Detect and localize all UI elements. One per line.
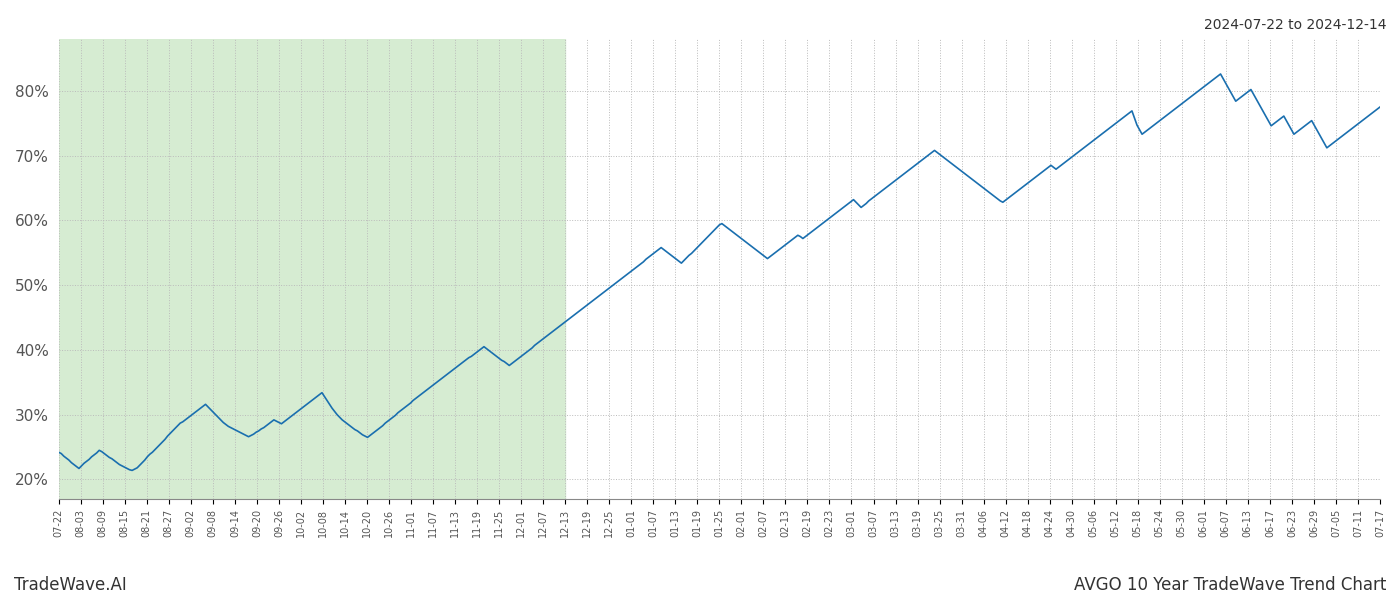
Text: 2024-07-22 to 2024-12-14: 2024-07-22 to 2024-12-14: [1204, 18, 1386, 32]
Bar: [59, 39, 566, 499]
Text: TradeWave.AI: TradeWave.AI: [14, 576, 127, 594]
Text: AVGO 10 Year TradeWave Trend Chart: AVGO 10 Year TradeWave Trend Chart: [1074, 576, 1386, 594]
